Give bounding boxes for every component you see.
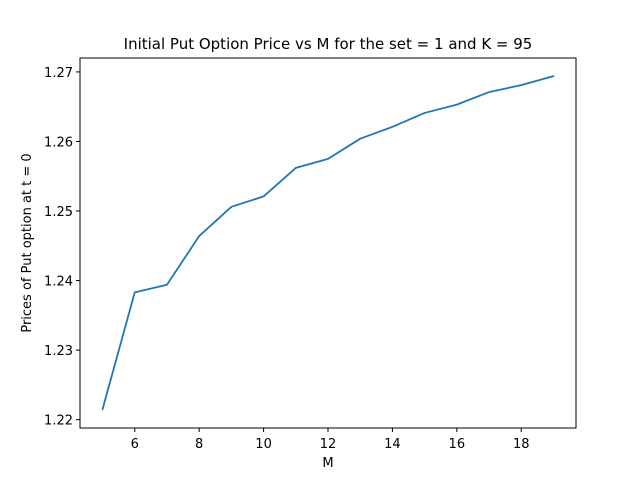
x-tick-label: 16 [449, 437, 466, 452]
x-tick-label: 10 [255, 437, 272, 452]
y-tick-label: 1.22 [44, 414, 73, 429]
ticks-layer: 6 8 10 12 14 16 18 1.22 1.23 1.24 1.25 1.26 1.27 [44, 66, 529, 452]
x-tick-label: 18 [513, 437, 530, 452]
y-tick-label: 1.23 [44, 344, 73, 359]
x-tick-label: 8 [195, 437, 203, 452]
y-tick-label: 1.26 [44, 135, 73, 150]
x-tick-label: 14 [384, 437, 401, 452]
x-tick-label: 6 [131, 437, 139, 452]
x-axis-label: M [322, 456, 333, 471]
y-tick-label: 1.25 [44, 205, 73, 220]
x-tick-label: 12 [320, 437, 337, 452]
chart-title: Initial Put Option Price vs M for the se… [124, 35, 533, 53]
series-line [101, 75, 555, 411]
plot-area-frame [79, 57, 577, 429]
y-tick-label: 1.24 [44, 275, 73, 290]
y-axis-label: Prices of Put option at t = 0 [20, 153, 35, 332]
y-tick-label: 1.27 [44, 66, 73, 81]
series-layer [101, 75, 555, 411]
